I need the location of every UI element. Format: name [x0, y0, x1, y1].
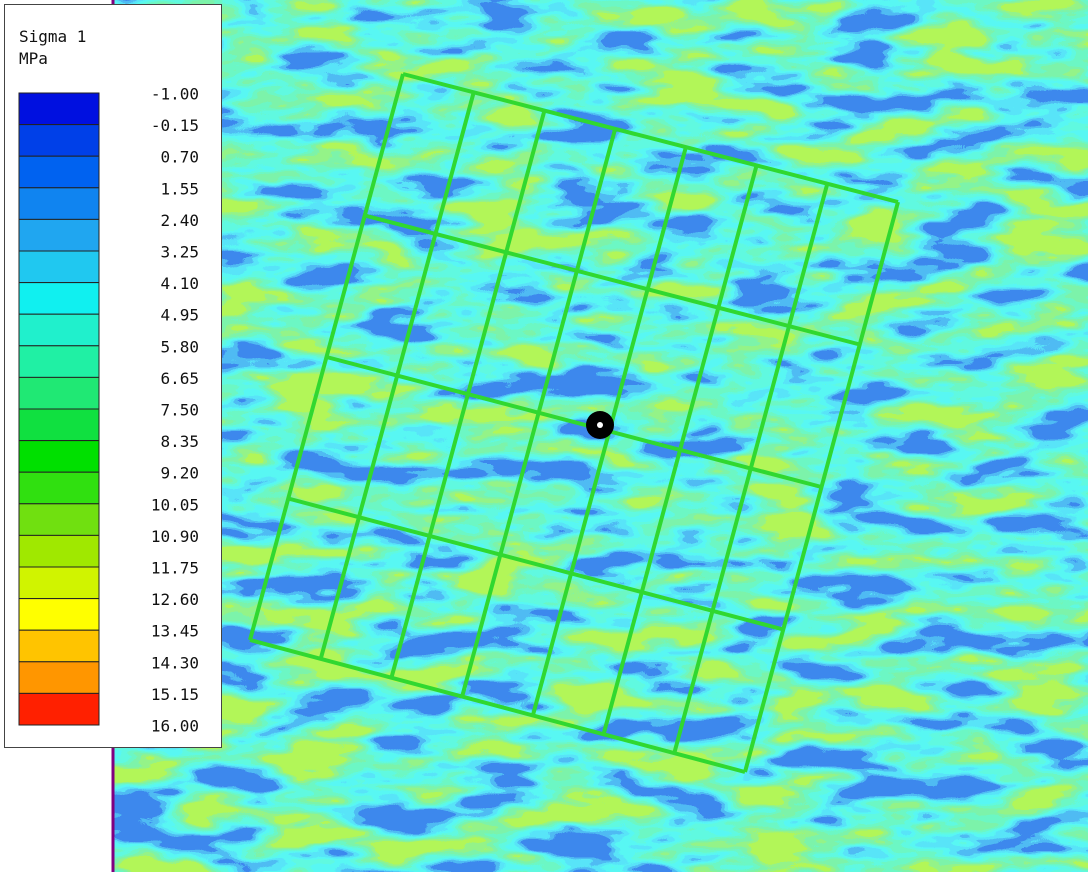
legend-label: -1.00 — [151, 85, 199, 104]
grid-row — [325, 355, 823, 489]
legend-label: 6.65 — [160, 369, 199, 388]
legend-label: 0.70 — [160, 148, 199, 167]
legend-swatch — [18, 345, 100, 378]
legend-swatch — [18, 566, 100, 600]
legend-label: 11.75 — [151, 559, 199, 578]
grid-column — [672, 183, 830, 754]
legend-scale: -1.00 -0.15 0.70 1.55 2.40 3.25 4.10 4.95 5.80 6.… — [18, 85, 199, 736]
legend-swatch — [18, 282, 100, 315]
grid-column — [601, 164, 759, 735]
legend-swatch — [18, 124, 100, 157]
legend-label: 10.90 — [151, 527, 199, 546]
grid-row — [402, 72, 899, 204]
legend-label: 9.20 — [160, 464, 199, 483]
legend-label: 15.15 — [151, 685, 199, 704]
grid-column — [389, 110, 547, 679]
legend-label: 14.30 — [151, 653, 199, 672]
legend-swatch — [18, 629, 100, 663]
grid-column — [460, 128, 618, 698]
legend-label: 4.95 — [160, 306, 199, 325]
legend-swatch — [18, 313, 100, 347]
legend-swatch — [18, 408, 100, 442]
legend-label: 2.40 — [160, 211, 199, 230]
legend-label: 16.00 — [151, 717, 199, 736]
legend-swatch — [18, 187, 100, 220]
legend-title: Sigma 1 — [19, 27, 87, 46]
legend-label: 3.25 — [160, 243, 199, 262]
legend-unit: MPa — [19, 49, 48, 68]
grid-column — [248, 73, 405, 641]
legend-label: 5.80 — [160, 337, 199, 356]
legend-swatch — [18, 661, 100, 694]
legend-swatch — [18, 376, 100, 410]
legend-swatch — [18, 471, 100, 505]
legend-swatch — [18, 598, 100, 631]
monitor-point-center — [597, 422, 603, 428]
legend-label: 10.05 — [151, 495, 199, 514]
legend-swatch — [18, 692, 100, 726]
legend-swatch — [18, 534, 100, 568]
legend-label: 8.35 — [160, 432, 199, 451]
legend: Sigma 1 MPa -1.00 -0.15 0.70 1.55 2.40 3.25 4.… — [4, 4, 222, 748]
legend-label: 4.10 — [160, 274, 199, 293]
legend-swatch — [18, 503, 100, 536]
legend-swatch — [18, 155, 100, 189]
legend-swatch — [18, 218, 100, 252]
legend-swatch — [18, 250, 100, 284]
legend-label: 1.55 — [160, 179, 199, 198]
legend-label: 13.45 — [151, 622, 199, 641]
grid-row — [364, 213, 861, 347]
legend-swatch — [18, 92, 100, 126]
legend-label: 7.50 — [160, 401, 199, 420]
legend-label: -0.15 — [151, 116, 199, 135]
grid-row — [287, 496, 784, 632]
grid-column — [318, 91, 476, 660]
legend-swatch — [18, 440, 100, 473]
grid-row — [249, 638, 746, 774]
grid-column — [743, 201, 900, 773]
legend-label: 12.60 — [151, 590, 199, 609]
